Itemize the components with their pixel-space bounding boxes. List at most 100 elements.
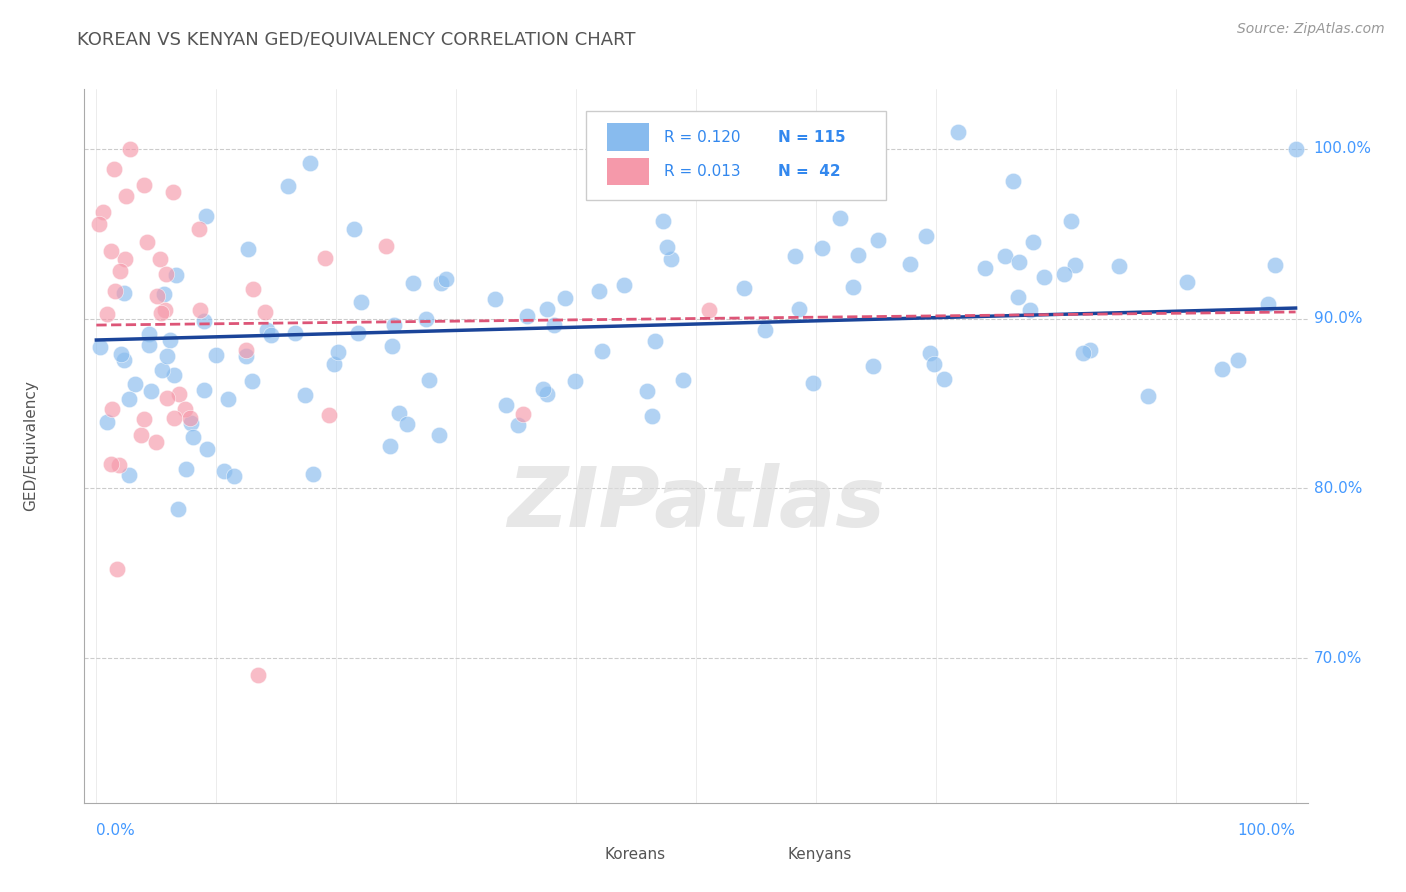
Point	[188, 302, 211, 317]
Point	[1211, 362, 1233, 376]
Point	[163, 368, 186, 383]
Point	[131, 427, 153, 442]
Point	[1059, 214, 1081, 228]
Point	[173, 402, 195, 417]
Point	[655, 240, 678, 254]
Point	[87, 217, 110, 231]
Point	[108, 458, 131, 472]
Point	[1007, 290, 1029, 304]
Point	[318, 408, 340, 422]
Point	[564, 374, 586, 388]
Point	[118, 142, 141, 156]
Point	[543, 318, 565, 333]
Point	[922, 357, 945, 371]
Point	[134, 412, 156, 426]
Text: Koreans: Koreans	[605, 847, 665, 862]
Point	[187, 222, 209, 236]
Point	[418, 373, 440, 387]
Point	[484, 293, 506, 307]
Text: 80.0%: 80.0%	[1313, 481, 1362, 496]
Text: 100.0%: 100.0%	[1237, 823, 1295, 838]
Text: R = 0.013: R = 0.013	[664, 164, 741, 178]
Point	[1022, 235, 1045, 249]
Point	[591, 344, 613, 359]
Point	[153, 303, 176, 318]
Point	[350, 295, 373, 310]
Point	[236, 243, 259, 257]
Point	[1064, 258, 1087, 272]
Point	[613, 277, 636, 292]
Point	[1053, 267, 1076, 281]
Point	[783, 249, 806, 263]
Point	[242, 282, 264, 296]
Point	[138, 338, 160, 352]
Point	[247, 667, 270, 681]
Point	[343, 222, 366, 236]
Point	[212, 464, 235, 478]
Point	[946, 125, 969, 139]
Point	[787, 301, 810, 316]
Point	[103, 162, 125, 177]
Point	[195, 209, 218, 223]
Point	[766, 160, 789, 174]
Point	[89, 340, 111, 354]
Point	[378, 438, 401, 452]
Point	[277, 178, 299, 193]
Point	[672, 372, 695, 386]
Text: N =  42: N = 42	[778, 164, 841, 178]
Point	[652, 214, 675, 228]
Point	[1284, 142, 1306, 156]
Point	[388, 406, 411, 420]
Text: 100.0%: 100.0%	[1313, 141, 1372, 156]
Point	[512, 408, 534, 422]
Point	[149, 252, 172, 266]
Point	[1001, 173, 1024, 187]
Point	[240, 375, 263, 389]
Point	[159, 333, 181, 347]
Point	[381, 339, 404, 353]
Text: Kenyans: Kenyans	[787, 847, 852, 862]
Point	[1257, 297, 1279, 311]
Point	[174, 462, 197, 476]
Point	[114, 252, 136, 266]
Point	[235, 343, 257, 358]
Point	[374, 239, 396, 253]
Point	[299, 156, 322, 170]
Point	[1078, 343, 1101, 357]
Point	[588, 284, 610, 298]
Point	[862, 359, 884, 373]
Point	[396, 417, 419, 432]
Point	[323, 357, 346, 371]
Text: Source: ZipAtlas.com: Source: ZipAtlas.com	[1237, 22, 1385, 37]
Point	[118, 392, 141, 406]
Point	[256, 323, 278, 337]
Point	[402, 276, 425, 290]
Point	[260, 327, 283, 342]
Point	[115, 189, 138, 203]
Point	[112, 352, 135, 367]
Point	[110, 347, 132, 361]
Point	[156, 349, 179, 363]
Point	[415, 311, 437, 326]
Point	[91, 204, 114, 219]
Point	[108, 264, 131, 278]
Point	[347, 326, 370, 340]
Point	[150, 362, 173, 376]
FancyBboxPatch shape	[751, 840, 782, 869]
Point	[149, 306, 172, 320]
Point	[134, 178, 156, 192]
Point	[156, 391, 179, 405]
Point	[169, 387, 191, 401]
Point	[205, 348, 228, 362]
Point	[516, 309, 538, 323]
FancyBboxPatch shape	[568, 840, 598, 869]
Text: GED/Equivalency: GED/Equivalency	[22, 381, 38, 511]
Point	[531, 382, 554, 396]
Point	[1033, 270, 1056, 285]
Point	[162, 185, 184, 199]
Point	[302, 467, 325, 481]
Point	[801, 376, 824, 391]
Point	[733, 281, 755, 295]
Point	[828, 211, 851, 225]
FancyBboxPatch shape	[606, 158, 650, 185]
